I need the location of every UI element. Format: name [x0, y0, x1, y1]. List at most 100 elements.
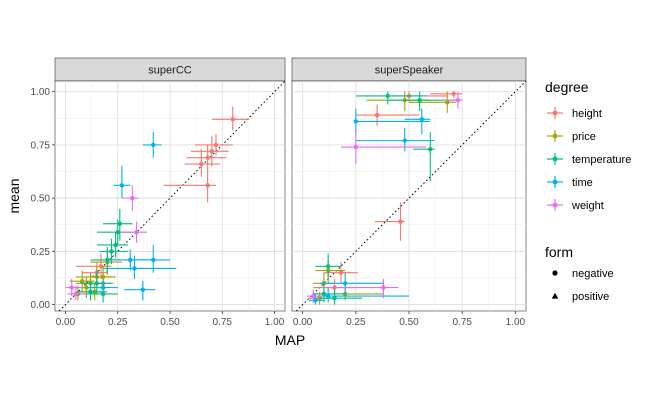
- legend-marker: [552, 202, 558, 208]
- legend-item-temperature: temperature: [547, 153, 631, 166]
- point-marker: [398, 219, 403, 224]
- point-height: [195, 134, 233, 156]
- point-marker: [98, 264, 104, 269]
- x-tick-label: 1.00: [506, 317, 526, 328]
- legend-label: negative: [572, 268, 614, 280]
- legend-item-weight: weight: [547, 199, 604, 212]
- point-marker: [417, 97, 422, 103]
- circle-icon: [552, 270, 558, 276]
- x-tick-label: 0.75: [452, 317, 472, 328]
- point-time: [124, 281, 156, 301]
- legend-item-time: time: [547, 176, 593, 189]
- x-axis-title: MAP: [275, 332, 305, 348]
- point-marker: [353, 144, 359, 150]
- legend-label: height: [572, 108, 602, 120]
- legend-color-items: height price temperature time weight: [547, 107, 631, 212]
- point-marker: [374, 112, 380, 118]
- point-marker: [325, 293, 331, 299]
- point-height: [75, 253, 112, 280]
- point-weight: [119, 221, 147, 243]
- point-time: [319, 272, 384, 294]
- x-tick-label: 0.25: [346, 317, 366, 328]
- axis-ticks: 0.00 0.25 0.50 0.75 1.00 0.00 0.25 0.50 0.75 1.00…: [31, 87, 526, 328]
- point-time: [142, 132, 162, 158]
- point-marker: [115, 230, 120, 235]
- point-marker: [402, 138, 407, 143]
- point-height: [374, 202, 405, 241]
- point-temperature: [313, 283, 346, 303]
- legend-label: temperature: [572, 154, 631, 166]
- legend-title-degree: degree: [545, 79, 589, 95]
- point-marker: [134, 230, 139, 235]
- legend-item-height: height: [547, 107, 602, 120]
- point-temperature: [80, 270, 112, 294]
- point-marker: [321, 291, 327, 297]
- point-marker: [419, 117, 424, 122]
- x-tick-label: 0.00: [293, 317, 313, 328]
- point-marker: [338, 270, 344, 275]
- point-marker: [209, 149, 215, 154]
- point-marker: [100, 274, 106, 280]
- point-marker: [113, 242, 118, 248]
- point-temperature: [75, 281, 106, 301]
- y-axis-title: mean: [6, 178, 22, 213]
- triangle-icon: [551, 292, 559, 299]
- y-tick-label: 0.00: [31, 300, 51, 311]
- legend-marker: [552, 110, 558, 116]
- point-marker: [109, 249, 114, 254]
- grid-superCC: [55, 80, 286, 312]
- point-marker: [94, 281, 100, 286]
- legend-label: price: [572, 131, 596, 143]
- point-time: [86, 279, 118, 297]
- legend-marker: [552, 179, 558, 185]
- point-height: [430, 91, 463, 99]
- point-weight: [67, 285, 87, 301]
- point-weight: [121, 185, 139, 211]
- point-marker: [205, 155, 210, 160]
- legend-marker: [552, 133, 558, 139]
- point-weight: [306, 289, 324, 303]
- panel-title-superCC: superCC: [148, 65, 191, 77]
- point-marker: [311, 293, 316, 299]
- point-height: [355, 104, 420, 126]
- point-marker: [353, 119, 359, 124]
- x-tick-label: 0.25: [108, 317, 128, 328]
- point-marker: [445, 100, 450, 105]
- point-height: [211, 106, 250, 130]
- point-weight: [340, 129, 427, 165]
- point-marker: [132, 266, 137, 271]
- point-temperature: [319, 289, 363, 305]
- y-tick-label: 0.25: [31, 247, 51, 258]
- point-temperature: [96, 232, 129, 258]
- point-marker: [130, 195, 135, 201]
- y-tick-label: 0.75: [31, 140, 51, 151]
- point-marker: [73, 291, 79, 297]
- point-height: [184, 149, 221, 177]
- point-marker: [79, 278, 85, 284]
- legend-title-form: form: [545, 244, 573, 260]
- x-tick-label: 0.75: [213, 317, 233, 328]
- legend-marker: [552, 156, 558, 162]
- point-marker: [69, 285, 74, 290]
- legend-label: positive: [572, 291, 609, 303]
- point-marker: [381, 285, 386, 290]
- point-time: [113, 166, 131, 199]
- point-price: [409, 91, 456, 113]
- point-marker: [151, 142, 156, 148]
- point-marker: [332, 296, 337, 301]
- x-tick-label: 0.00: [56, 317, 76, 328]
- panel-title-superSpeaker: superSpeaker: [375, 65, 444, 77]
- point-marker: [117, 221, 123, 226]
- marks-superSpeaker: [306, 91, 463, 305]
- point-marker: [313, 298, 318, 303]
- point-height: [190, 136, 229, 167]
- legend-shape-items: negative positive: [551, 268, 614, 303]
- x-tick-label: 0.50: [160, 317, 180, 328]
- point-marker: [455, 97, 461, 103]
- marks-superCC: [65, 106, 250, 303]
- point-time: [107, 249, 158, 271]
- point-time: [313, 287, 409, 303]
- point-marker: [140, 287, 146, 292]
- point-marker: [128, 257, 133, 263]
